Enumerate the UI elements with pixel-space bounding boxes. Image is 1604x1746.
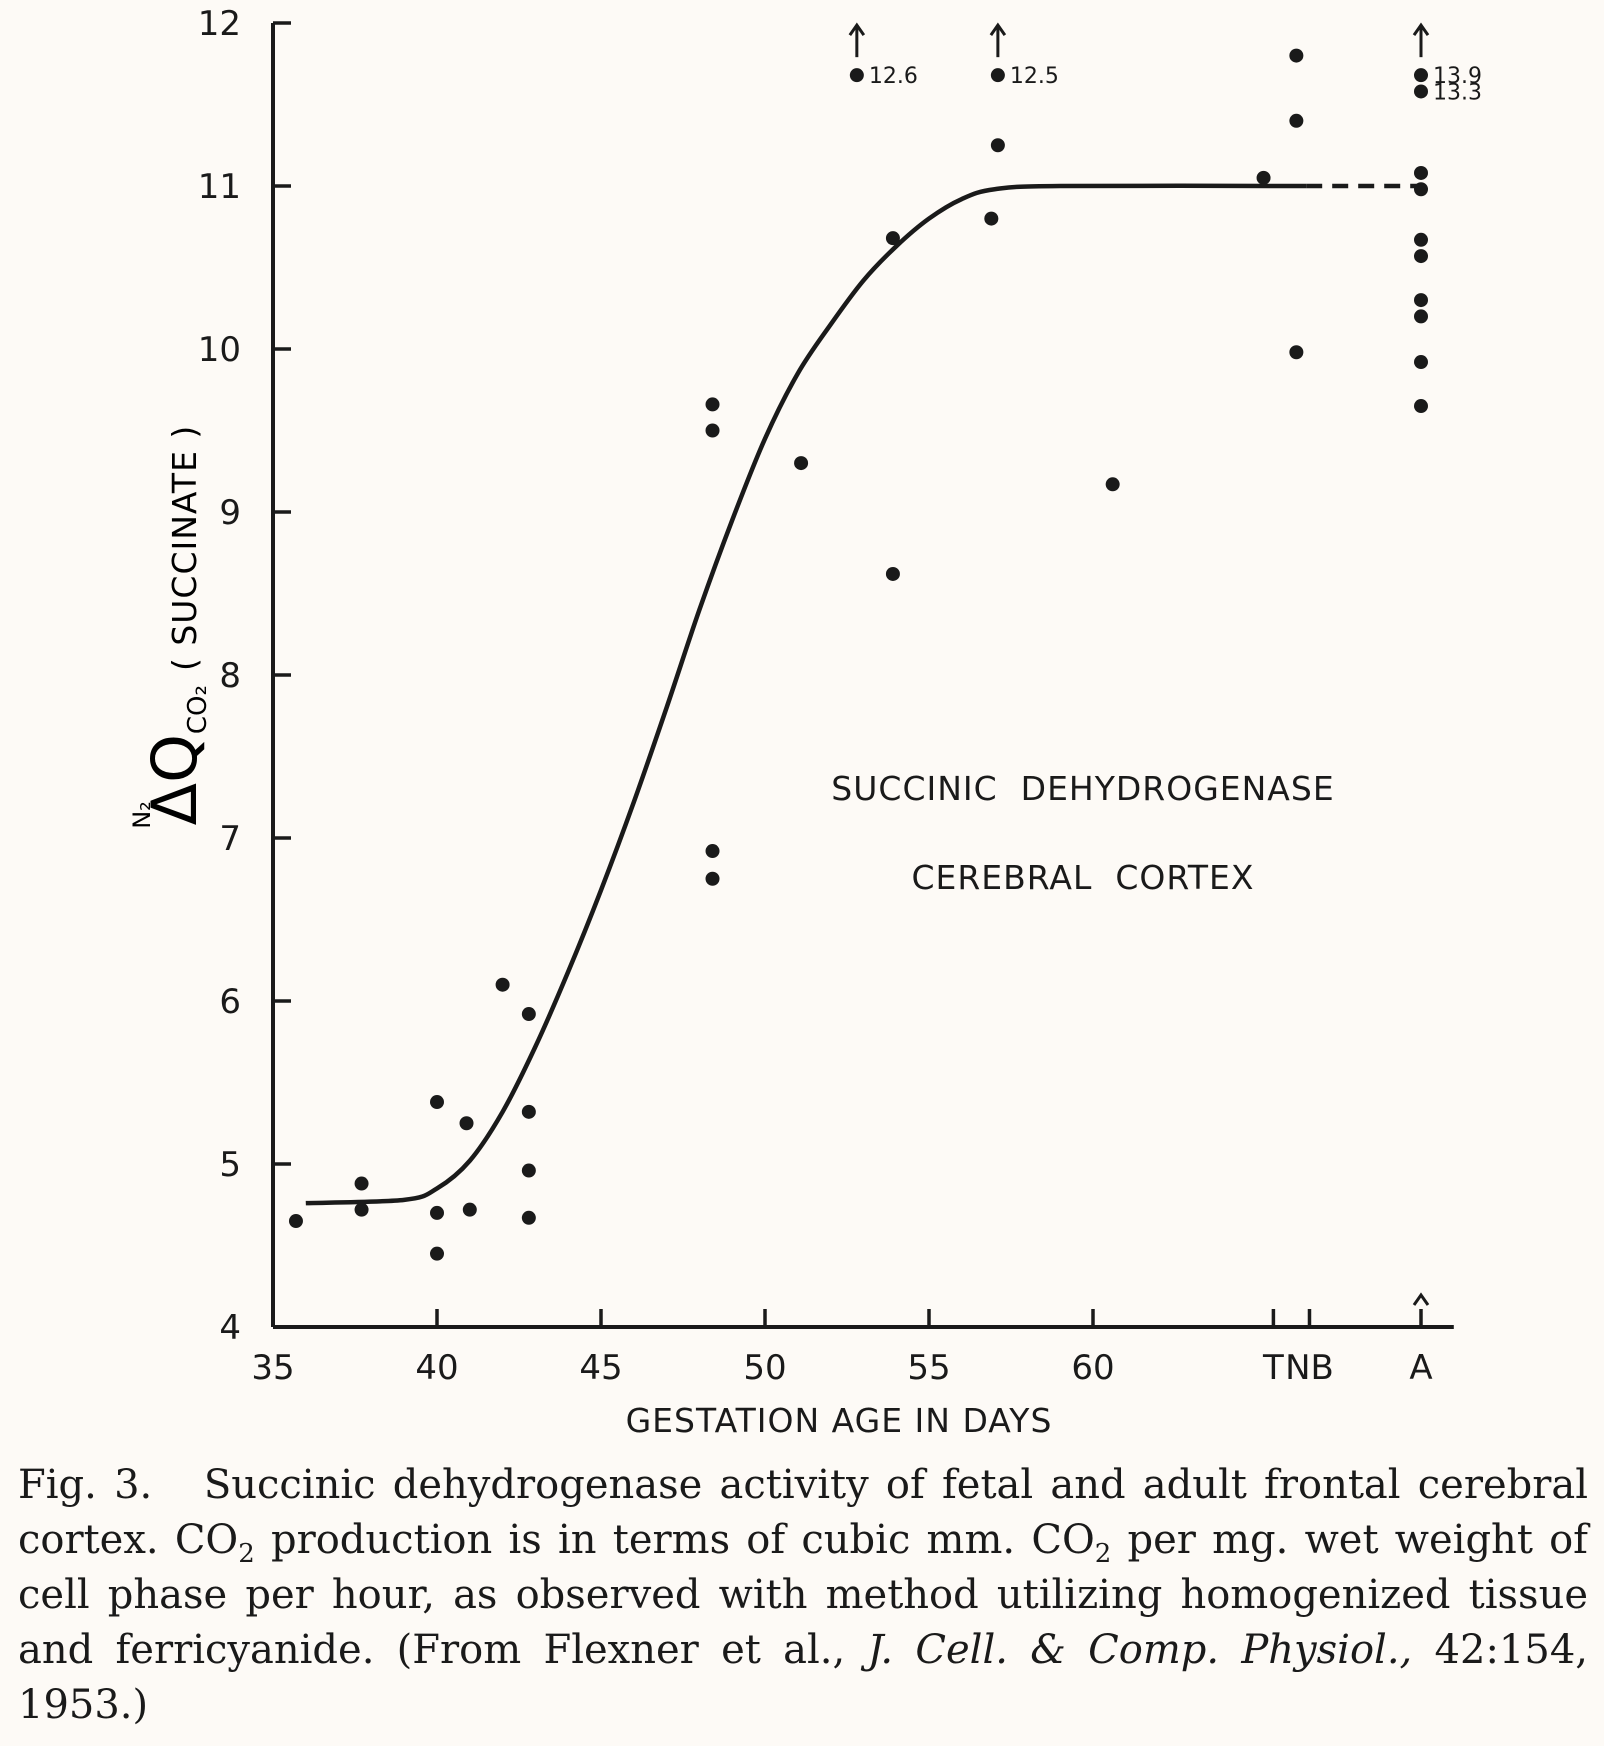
caption-sub-2: 2 xyxy=(1094,1539,1112,1569)
axes xyxy=(271,21,1454,1329)
offscale-value-label: 13.3 xyxy=(1433,80,1482,105)
data-point xyxy=(1414,355,1428,370)
y-tick-label: 7 xyxy=(219,819,241,859)
data-point xyxy=(849,68,864,83)
caption-fig-label: Fig. 3. xyxy=(18,1462,153,1508)
data-point xyxy=(1414,309,1428,324)
y-tick-label: 4 xyxy=(219,1308,241,1348)
offscale-value-label: 12.5 xyxy=(1010,64,1059,89)
offscale-arrowhead xyxy=(848,22,866,37)
svg-text:ΔQCO₂( SUCCINATE ): ΔQCO₂ ( SUCCINATE ) xyxy=(138,425,213,826)
data-point xyxy=(495,977,510,992)
data-point xyxy=(1414,182,1428,197)
offscale-arrowhead xyxy=(989,22,1007,37)
data-point xyxy=(705,844,720,859)
y-tick-label: 9 xyxy=(219,493,241,533)
data-point xyxy=(794,456,809,471)
x-tick-label: 40 xyxy=(415,1348,458,1388)
data-point xyxy=(354,1176,369,1191)
data-point xyxy=(288,1214,303,1229)
data-point xyxy=(354,1202,369,1217)
data-point xyxy=(1414,165,1428,180)
x-category-tick-label: T xyxy=(1262,1348,1284,1388)
data-point xyxy=(1289,113,1304,128)
sigmoid-curve xyxy=(305,183,1307,1206)
data-point xyxy=(705,397,720,412)
fitted-curve xyxy=(305,183,1421,1206)
caption-text-2: production is in terms of cubic mm. CO xyxy=(254,1517,1095,1563)
data-point xyxy=(430,1246,444,1261)
y-tick-label: 5 xyxy=(219,1145,241,1185)
annotation-line-1: SUCCINIC DEHYDROGENASE xyxy=(831,769,1334,808)
x-category-tick-label: NB xyxy=(1285,1348,1334,1388)
data-point xyxy=(459,1116,474,1131)
data-points xyxy=(288,48,1428,1261)
x-category-tick-label: A xyxy=(1409,1348,1432,1388)
data-point xyxy=(1414,293,1428,308)
data-point xyxy=(1256,170,1271,185)
x-tick-label: 35 xyxy=(251,1348,294,1388)
data-point xyxy=(984,211,999,226)
x-tick-label: 55 xyxy=(907,1348,950,1388)
y-tick-label: 8 xyxy=(219,656,241,696)
caption-text-3: per mg. wet weight of cell phase per hou… xyxy=(18,1517,1588,1673)
data-point xyxy=(521,1210,536,1225)
data-point xyxy=(1414,249,1428,264)
x-tick-label: 50 xyxy=(743,1348,786,1388)
y-tick-label: 10 xyxy=(198,330,241,370)
data-point xyxy=(885,231,900,246)
data-point xyxy=(990,138,1005,153)
data-point xyxy=(430,1095,444,1110)
data-point xyxy=(705,423,720,438)
y-tick-label: 6 xyxy=(219,982,241,1022)
data-point xyxy=(1414,68,1428,83)
data-point xyxy=(1105,477,1120,492)
data-point xyxy=(521,1163,536,1178)
y-axis-title-delta-q: ΔQ xyxy=(138,734,211,825)
y-axis-title-superscript: N₂ xyxy=(128,801,156,829)
data-point xyxy=(521,1104,536,1119)
offscale-value-label: 13.9 xyxy=(1433,64,1482,89)
data-point xyxy=(430,1205,444,1220)
offscale-value-label: 12.6 xyxy=(869,64,918,89)
data-point xyxy=(521,1007,536,1022)
data-point xyxy=(1414,84,1428,99)
y-tick-label: 11 xyxy=(198,167,241,207)
data-point xyxy=(1289,48,1304,63)
data-point xyxy=(1289,345,1304,360)
annotation-line-2: CEREBRAL CORTEX xyxy=(911,858,1254,897)
x-tick-label: 60 xyxy=(1071,1348,1114,1388)
y-axis-title-subscript: CO₂ xyxy=(183,685,213,734)
data-point xyxy=(705,871,720,886)
figure-caption: Fig. 3. Succinic dehydrogenase activity … xyxy=(18,1458,1588,1733)
data-point xyxy=(462,1202,477,1217)
data-point xyxy=(1414,232,1428,247)
data-point xyxy=(990,68,1005,83)
y-axis-title: ΔQCO₂ ( SUCCINATE ) N₂ xyxy=(128,425,213,829)
caption-sub-1: 2 xyxy=(238,1539,255,1569)
x-axis-title: GESTATION AGE IN DAYS xyxy=(626,1401,1053,1440)
caption-journal: J. Cell. & Comp. Physiol., xyxy=(867,1627,1413,1673)
offscale-arrowhead xyxy=(1412,22,1430,37)
caption-text-4: 42:154, 1953.) xyxy=(18,1627,1588,1728)
y-tick-label: 12 xyxy=(198,4,241,44)
data-point xyxy=(885,566,900,581)
axis-end-arrowhead xyxy=(1412,1292,1430,1306)
y-axis-title-succinate: ( SUCCINATE ) xyxy=(165,425,204,671)
x-tick-label: 45 xyxy=(579,1348,622,1388)
data-point xyxy=(1414,399,1428,414)
caption-text-1: Succinic dehydrogenase activity of fetal… xyxy=(18,1462,1588,1563)
